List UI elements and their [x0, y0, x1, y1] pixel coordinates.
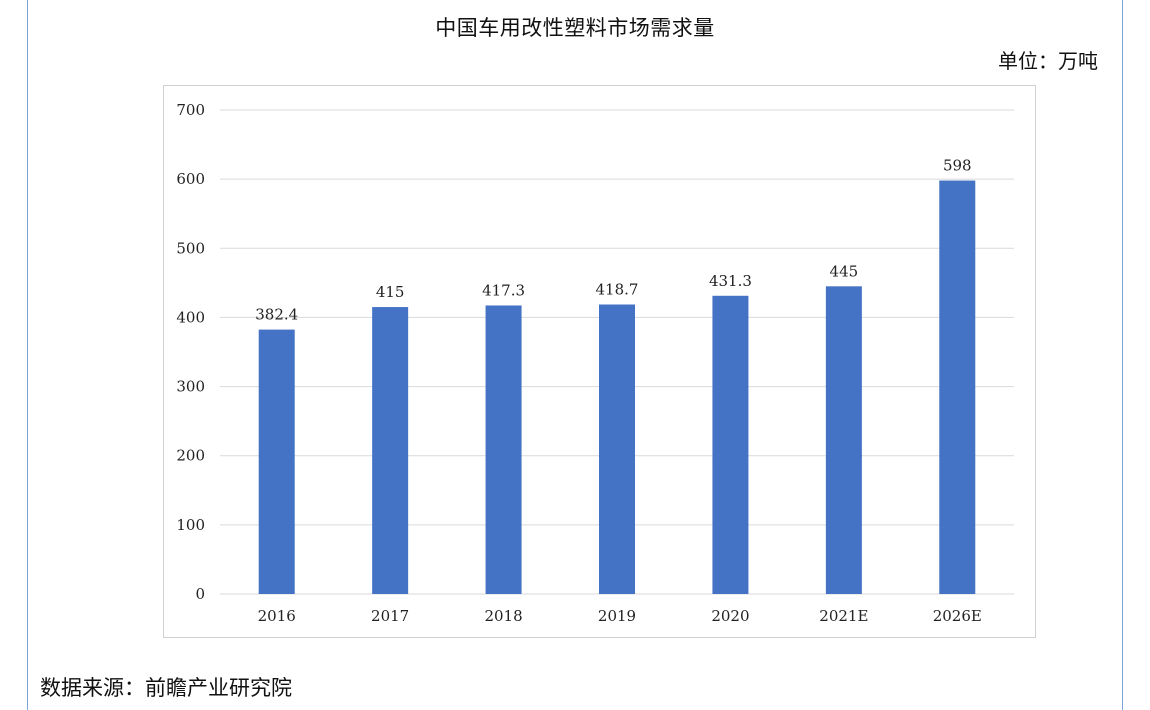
y-tick-label: 200: [176, 447, 205, 465]
y-tick-label: 500: [176, 239, 205, 257]
data-label: 598: [943, 157, 972, 175]
unit-label: 单位：万吨: [998, 49, 1098, 73]
x-tick-label: 2026E: [933, 607, 982, 625]
y-tick-label: 100: [176, 516, 205, 534]
data-label: 431.3: [709, 272, 752, 290]
bar: [485, 305, 522, 594]
y-tick-label: 300: [176, 378, 205, 396]
bar: [712, 295, 749, 594]
bar: [825, 286, 862, 594]
y-tick-label: 400: [176, 308, 205, 326]
bar: [939, 180, 976, 595]
x-tick-label: 2020: [711, 607, 749, 625]
y-tick-label: 0: [195, 585, 205, 603]
page-frame: [27, 0, 1123, 710]
x-tick-label: 2018: [484, 607, 522, 625]
data-label: 417.3: [482, 281, 525, 299]
x-tick-label: 2019: [598, 607, 636, 625]
data-source: 数据来源：前瞻产业研究院: [40, 676, 292, 700]
y-tick-label: 700: [176, 101, 205, 119]
bar: [258, 329, 295, 594]
chart-title: 中国车用改性塑料市场需求量: [435, 16, 715, 40]
data-label: 382.4: [255, 306, 298, 324]
x-tick-label: 2016: [258, 607, 296, 625]
x-tick-label: 2021E: [819, 607, 868, 625]
data-label: 445: [830, 262, 859, 280]
data-label: 415: [376, 283, 405, 301]
x-tick-label: 2017: [371, 607, 409, 625]
data-label: 418.7: [596, 280, 639, 298]
bar: [372, 307, 409, 594]
bar: [599, 304, 635, 594]
y-tick-label: 600: [176, 170, 205, 188]
